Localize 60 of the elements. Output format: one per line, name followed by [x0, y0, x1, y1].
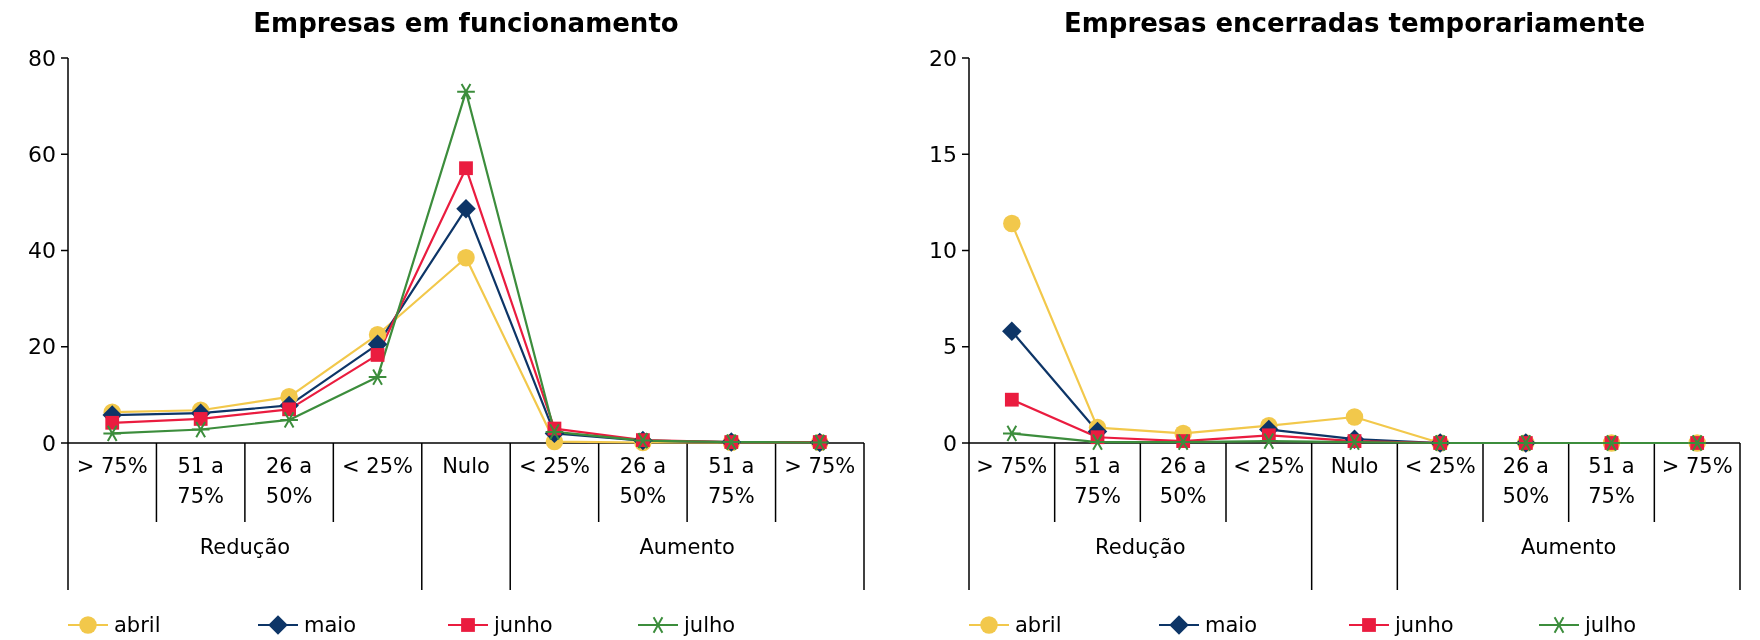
y-tick-label: 20 — [28, 334, 56, 360]
legend-label: junho — [493, 613, 553, 638]
text: Redução — [1095, 535, 1186, 559]
point — [193, 412, 208, 426]
point — [459, 161, 473, 176]
x-tick-label: 51 a 75% — [177, 454, 225, 508]
legend-label: maio — [1205, 613, 1258, 638]
point — [457, 249, 475, 267]
x-tick-label: > 75% — [784, 454, 856, 478]
x-tick-label: < 25% — [342, 454, 414, 478]
legend-label: abril — [1015, 613, 1062, 638]
y-tick-label: 40 — [28, 238, 56, 264]
point — [102, 424, 123, 443]
point — [190, 420, 211, 439]
x-tick-label: 51 a 75% — [1588, 454, 1635, 508]
x-tick-label: < 25% — [518, 454, 590, 478]
point — [456, 198, 476, 219]
y-tick-label: 15 — [929, 141, 957, 167]
legend-label: julho — [683, 613, 736, 638]
legend-label: abril — [114, 613, 161, 638]
x-tick-label: 26 a 50% — [265, 454, 313, 508]
x-tick-label: Nulo — [1330, 454, 1379, 478]
y-tick-label: 10 — [929, 238, 957, 264]
y-tick-label: 0 — [42, 430, 56, 456]
x-tick-label: 26 a 50% — [1502, 454, 1550, 508]
x-tick-label: 26 a 50% — [619, 454, 667, 508]
point — [1002, 424, 1022, 443]
point — [279, 411, 299, 429]
text: Redução — [199, 535, 291, 559]
y-tick-label: 60 — [28, 141, 56, 167]
point — [1087, 433, 1108, 451]
x-tick-label: > 75% — [976, 454, 1048, 478]
x-tick-label: < 25% — [1404, 454, 1476, 478]
x-tick-label: Nulo — [442, 454, 490, 478]
point — [1002, 321, 1022, 342]
y-tick-label: 0 — [943, 430, 957, 456]
text: Aumento — [639, 535, 735, 559]
point — [456, 83, 476, 101]
text: Aumento — [1520, 535, 1617, 559]
legend-label: maio — [304, 613, 357, 638]
point — [282, 402, 296, 417]
x-tick-label: > 75% — [1661, 454, 1733, 478]
chart-title: Empresas em funcionamento — [253, 8, 679, 38]
x-tick-label: 51 a 75% — [1074, 454, 1121, 508]
legend-label: julho — [1584, 613, 1637, 638]
x-tick-label: 51 a 75% — [707, 454, 755, 508]
chart-title: Empresas encerradas temporariamente — [1063, 8, 1646, 38]
y-tick-label: 20 — [929, 45, 957, 71]
y-tick-label: 80 — [28, 45, 56, 71]
y-tick-label: 5 — [943, 334, 957, 360]
point — [1345, 408, 1364, 426]
x-tick-label: > 75% — [76, 454, 148, 478]
point — [1259, 432, 1279, 450]
point — [367, 368, 388, 386]
x-tick-label: < 25% — [1233, 454, 1305, 478]
point — [370, 348, 385, 362]
point — [1003, 214, 1021, 233]
x-tick-label: 26 a 50% — [1159, 454, 1207, 508]
legend-label: junho — [1394, 613, 1454, 638]
point — [1004, 392, 1019, 407]
